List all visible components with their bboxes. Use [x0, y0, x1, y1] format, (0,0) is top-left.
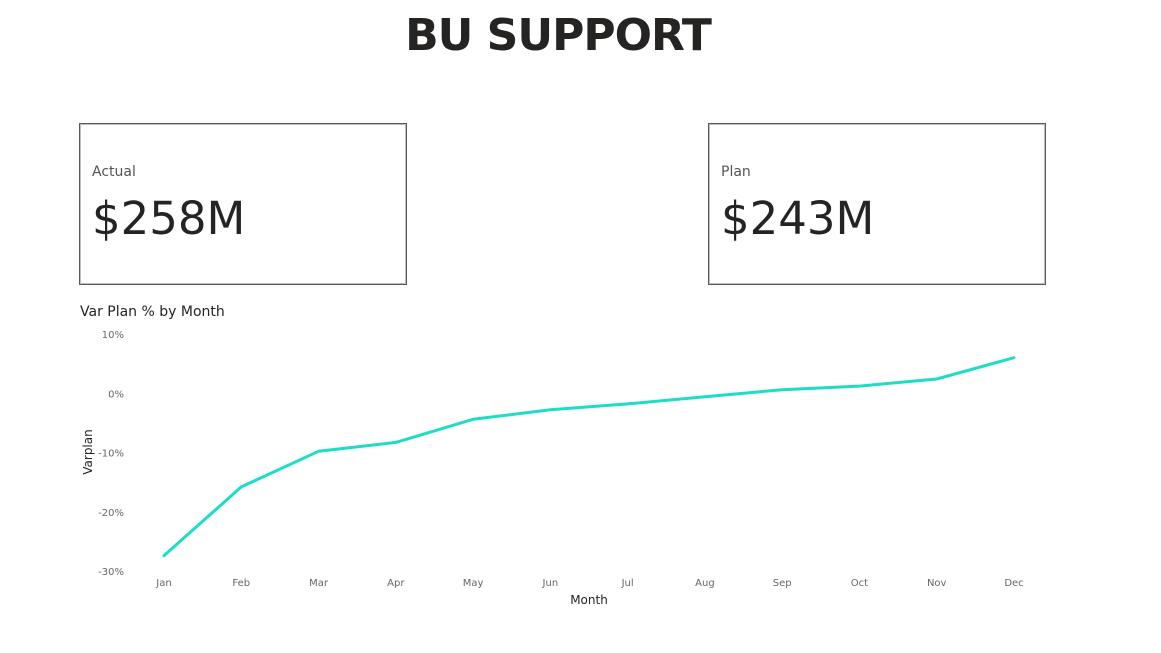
y-tick-label: 10%: [102, 330, 124, 341]
x-tick-label: Mar: [309, 578, 329, 589]
x-tick-label: Jan: [155, 578, 171, 589]
y-tick-label: -30%: [98, 567, 124, 578]
data-point[interactable]: [469, 415, 477, 423]
actual-card-value: $258M: [92, 192, 246, 245]
data-point[interactable]: [778, 386, 786, 394]
x-tick-label: Jul: [621, 578, 634, 589]
x-tick-label: Dec: [1004, 578, 1023, 589]
x-tick-label: Nov: [927, 578, 947, 589]
x-tick-label: May: [463, 578, 484, 589]
chart-title: Var Plan % by Month: [80, 304, 225, 320]
x-tick-label: Jun: [542, 578, 559, 589]
data-point[interactable]: [546, 406, 554, 414]
x-axis-title: Month: [570, 593, 608, 607]
plan-card-label: Plan: [721, 164, 751, 180]
y-tick-label: -10%: [98, 449, 124, 460]
data-point[interactable]: [701, 393, 709, 401]
plan-card[interactable]: Plan $243M: [708, 123, 1046, 285]
y-tick-label: -20%: [98, 508, 124, 519]
y-axis-title: Varplan: [81, 429, 95, 474]
actual-card-label: Actual: [92, 164, 136, 180]
data-point[interactable]: [392, 438, 400, 446]
data-point[interactable]: [855, 382, 863, 390]
series-line[interactable]: [162, 356, 1016, 558]
x-tick-label: Aug: [695, 578, 715, 589]
data-point[interactable]: [1010, 354, 1018, 362]
x-tick-label: Sep: [773, 578, 792, 589]
data-point[interactable]: [237, 483, 245, 491]
actual-card[interactable]: Actual $258M: [79, 123, 407, 285]
page-title: BU SUPPORT: [405, 10, 712, 61]
x-tick-label: Feb: [232, 578, 250, 589]
plan-card-value: $243M: [721, 192, 875, 245]
x-tick-label: Oct: [851, 578, 868, 589]
data-point[interactable]: [315, 447, 323, 455]
x-tick-label: Apr: [387, 578, 405, 589]
data-point[interactable]: [160, 552, 168, 560]
data-point[interactable]: [624, 400, 632, 408]
data-point[interactable]: [933, 375, 941, 383]
y-tick-label: 0%: [108, 389, 124, 400]
